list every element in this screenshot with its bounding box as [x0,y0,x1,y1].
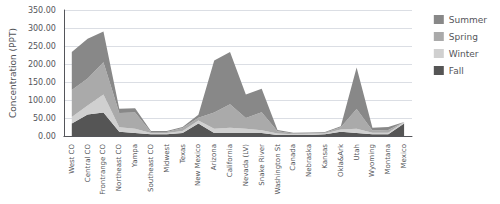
svg-text:50.00: 50.00 [33,114,56,123]
svg-text:California: California [226,144,234,177]
svg-text:Snake River: Snake River [258,144,266,186]
svg-text:350.00: 350.00 [28,6,56,15]
svg-text:Wyoming: Wyoming [368,144,376,177]
svg-text:0.00: 0.00 [38,132,56,141]
svg-text:Spring: Spring [449,32,478,42]
svg-text:Nebraska: Nebraska [305,144,313,177]
svg-text:Okla&Ark: Okla&Ark [337,143,345,177]
svg-text:Nevada (LV): Nevada (LV) [242,144,250,187]
svg-text:Kansas: Kansas [321,144,329,169]
svg-text:250.00: 250.00 [28,42,56,51]
svg-text:Central CO: Central CO [84,144,92,183]
svg-text:Canada: Canada [289,144,297,171]
svg-text:150.00: 150.00 [28,78,56,87]
svg-text:Texas: Texas [179,144,187,165]
svg-text:West CO: West CO [68,144,76,174]
svg-text:Arizona: Arizona [210,144,218,170]
svg-text:Frontrange CO: Frontrange CO [99,144,107,195]
svg-text:Utah: Utah [353,144,361,161]
svg-text:Concentration (PPT): Concentration (PPT) [8,28,18,118]
svg-text:Midwest: Midwest [163,144,171,173]
svg-text:100.00: 100.00 [28,96,56,105]
svg-text:Southeast CO: Southeast CO [147,144,155,192]
svg-text:300.00: 300.00 [28,24,56,33]
svg-text:Mexico: Mexico [400,144,408,168]
svg-text:Fall: Fall [449,66,464,76]
svg-text:New Mexico: New Mexico [194,144,202,186]
svg-text:Montana: Montana [384,144,392,175]
svg-text:Northeast CO: Northeast CO [115,144,123,192]
svg-text:Summer: Summer [449,15,487,25]
svg-text:200.00: 200.00 [28,60,56,69]
svg-text:Yampa: Yampa [131,144,139,168]
svg-text:Winter: Winter [449,49,479,59]
svg-text:Washington St: Washington St [274,144,282,195]
